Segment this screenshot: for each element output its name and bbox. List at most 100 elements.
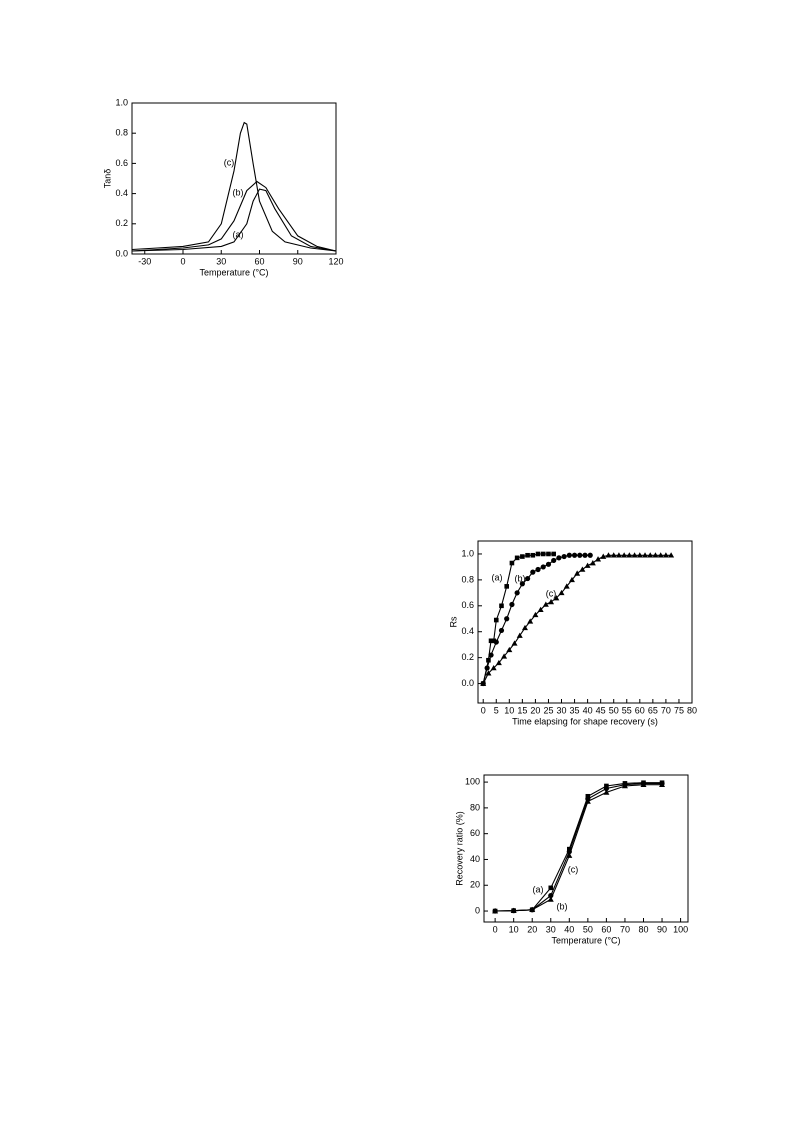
x-tick-label: 50 [609,705,619,715]
x-tick-label: 65 [648,705,658,715]
marker [493,639,499,645]
x-tick-label: 30 [546,924,556,934]
marker [514,555,520,561]
marker [657,552,664,558]
x-tick-label: 5 [494,705,499,715]
marker [626,552,633,558]
series-label: (c) [224,157,235,167]
marker [662,552,669,558]
marker [493,617,499,623]
marker [530,552,536,558]
marker [668,552,675,558]
series-label: (b) [233,187,244,197]
x-tick-label: 15 [517,705,527,715]
marker [506,646,513,653]
y-axis-label: Recovery ratio (%) [454,811,464,886]
marker [521,624,528,631]
marker [563,583,570,589]
marker [511,640,518,646]
marker [491,638,496,644]
marker [540,564,546,570]
marker [537,606,544,612]
marker [553,595,560,601]
marker [603,785,610,792]
marker [652,552,659,558]
x-tick-label: 20 [527,924,537,934]
series-line [131,180,337,252]
marker [556,555,562,561]
y-tick-label: 0.0 [461,678,474,688]
y-axis-label: Rs [448,616,458,627]
x-tick-label: 60 [601,924,611,934]
x-tick-label: 70 [661,705,671,715]
y-tick-label: 60 [470,828,480,838]
marker [488,638,494,644]
y-axis-label: Tanδ [102,169,112,189]
plot-frame [477,540,693,704]
y-tick-label: 0.6 [461,600,474,610]
marker [519,581,525,587]
marker [568,576,575,583]
y-tick-label: 40 [470,854,480,864]
x-tick-label: 45 [596,705,606,715]
y-tick-label: 0.4 [461,626,474,636]
x-tick-label: 30 [216,256,226,266]
x-tick-label: 40 [564,924,574,934]
x-tick-label: 100 [673,924,688,934]
x-tick-label: 0 [481,705,486,715]
marker [610,552,617,558]
y-tick-label: 0.4 [115,188,128,198]
series-label: (b) [515,573,526,583]
series-label: (c) [568,864,579,874]
marker [542,601,549,607]
marker [574,570,581,576]
marker [499,603,504,609]
marker [551,551,556,557]
marker [600,553,607,559]
x-tick-label: 60 [635,705,645,715]
marker [548,885,554,891]
x-tick-label: 120 [328,256,343,266]
marker [589,560,596,566]
x-tick-label: 90 [293,256,303,266]
marker [642,552,649,558]
x-tick-label: 40 [583,705,593,715]
marker [516,632,523,638]
marker [501,653,508,659]
marker [566,852,573,858]
marker [484,665,490,671]
x-tick-label: 90 [657,924,667,934]
marker [621,782,628,789]
marker [535,566,541,573]
y-tick-label: 0.0 [115,248,128,258]
marker [532,611,539,618]
marker [566,552,572,558]
series-line [482,554,591,684]
x-tick-label: 35 [570,705,580,715]
marker [480,680,487,686]
x-tick-label: 30 [557,705,567,715]
marker [640,781,647,787]
y-tick-label: 0.2 [461,652,474,662]
series-line [495,782,662,912]
series-line [131,188,337,252]
y-tick-label: 0.8 [115,128,128,138]
marker [510,907,517,913]
x-tick-label: 0 [493,924,498,934]
marker [535,551,541,557]
x-tick-label: 80 [687,705,697,715]
x-tick-label: 60 [254,256,264,266]
x-axis-label: Time elapsing for shape recovery (s) [512,716,658,726]
marker [571,552,578,558]
marker [490,665,497,671]
marker [540,551,546,557]
marker [492,908,499,914]
series-label: (a) [233,229,244,239]
x-axis-label: Temperature (°C) [551,935,620,945]
marker [659,781,666,787]
marker [558,589,565,596]
marker [615,552,622,558]
marker [584,798,591,804]
marker [530,569,536,575]
